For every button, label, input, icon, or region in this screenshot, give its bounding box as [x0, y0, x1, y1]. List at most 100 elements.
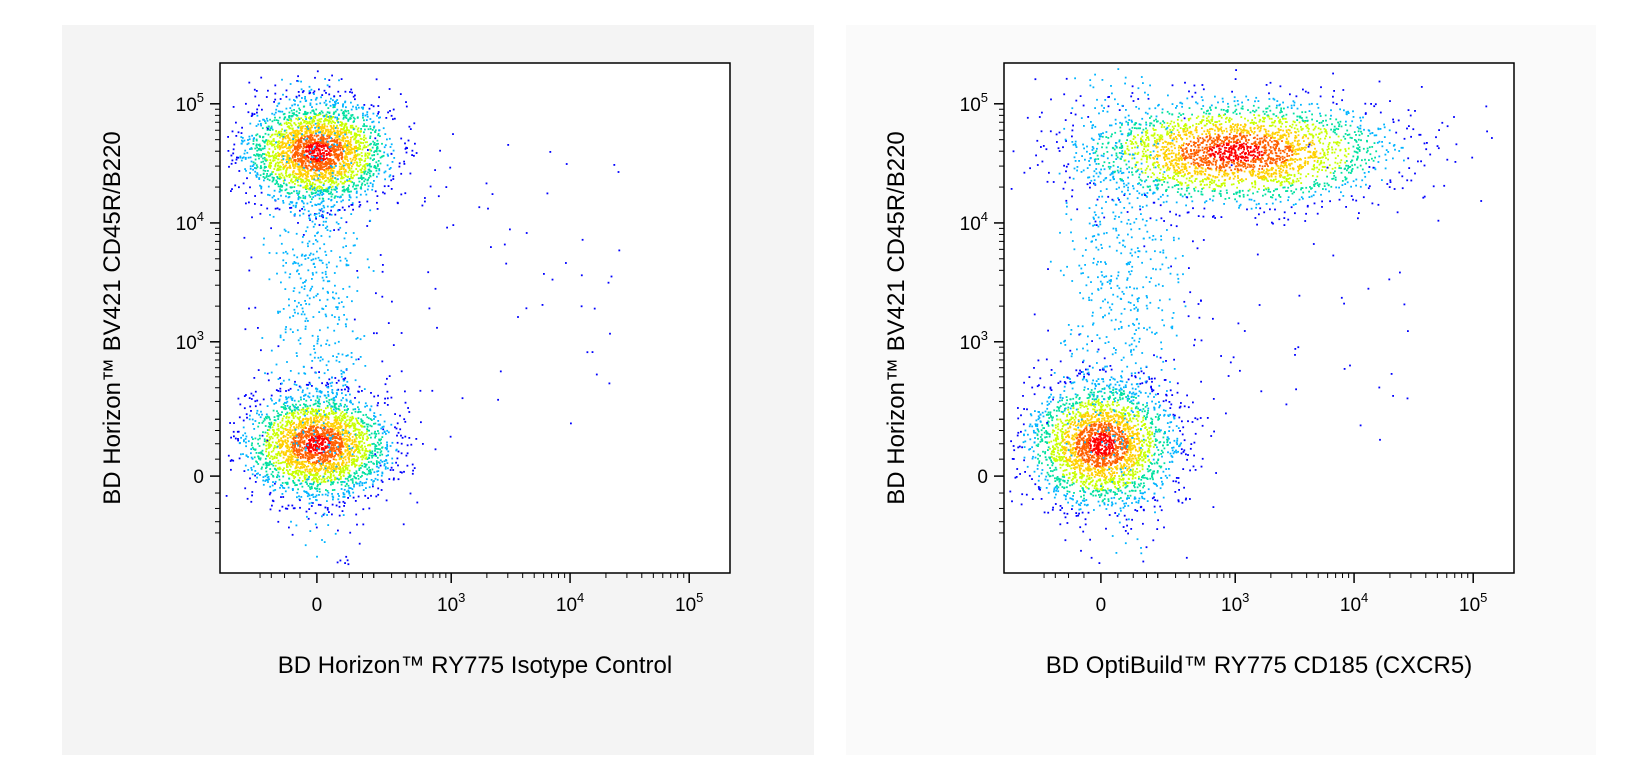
data-point: [338, 505, 341, 508]
data-point: [285, 152, 288, 155]
data-point: [243, 439, 245, 442]
data-point: [336, 136, 339, 139]
data-point: [309, 145, 311, 148]
data-point: [293, 176, 296, 179]
data-point: [272, 151, 274, 154]
data-point: [337, 102, 339, 104]
data-point: [273, 446, 276, 449]
data-point: [371, 154, 374, 157]
data-point: [313, 150, 316, 152]
data-point: [323, 411, 325, 414]
data-point: [287, 135, 290, 138]
data-point: [355, 190, 358, 193]
data-point: [268, 422, 271, 424]
data-point: [305, 131, 308, 133]
data-point: [254, 147, 257, 150]
data-point: [291, 173, 294, 176]
data-point: [329, 169, 332, 172]
data-point: [294, 165, 297, 167]
data-point: [333, 450, 335, 452]
data-point: [327, 421, 330, 423]
data-point: [361, 420, 364, 422]
data-point: [377, 394, 379, 397]
data-point: [304, 411, 307, 413]
data-point: [359, 187, 362, 190]
data-point: [319, 504, 322, 506]
data-point: [403, 470, 405, 473]
data-point: [384, 466, 387, 468]
data-point: [341, 415, 344, 418]
data-point: [344, 109, 347, 112]
data-point: [309, 425, 312, 428]
data-point: [348, 184, 350, 187]
data-point: [348, 440, 351, 442]
data-point: [346, 149, 349, 151]
data-point: [348, 491, 350, 493]
data-point: [312, 138, 315, 141]
data-point: [350, 133, 353, 135]
data-point: [288, 116, 290, 118]
data-point: [318, 490, 321, 493]
data-point: [365, 163, 368, 165]
data-point: [262, 169, 265, 172]
data-point: [325, 414, 328, 417]
data-point: [364, 159, 366, 162]
data-point: [315, 141, 318, 144]
data-point: [272, 424, 275, 426]
data-point: [355, 157, 358, 160]
data-point: [243, 152, 246, 155]
data-point: [424, 197, 426, 199]
data-point: [315, 494, 318, 497]
data-point: [254, 195, 256, 197]
data-point: [358, 469, 361, 471]
data-point: [289, 453, 291, 456]
data-point: [332, 113, 335, 115]
data-point: [411, 472, 414, 475]
data-point: [320, 181, 323, 184]
data-point: [287, 389, 290, 392]
data-point: [332, 181, 334, 184]
data-point: [340, 448, 342, 451]
data-point: [280, 496, 282, 498]
data-point: [312, 461, 314, 464]
data-point: [304, 177, 307, 180]
data-point: [306, 141, 308, 144]
data-point: [343, 170, 346, 173]
data-point: [251, 446, 254, 449]
data-point: [288, 126, 290, 128]
data-point: [252, 423, 254, 425]
data-point: [295, 449, 298, 452]
data-point: [289, 408, 291, 411]
data-point: [298, 124, 301, 127]
data-point: [315, 477, 317, 479]
data-point: [366, 425, 369, 428]
data-point: [287, 122, 290, 124]
data-point: [306, 167, 309, 170]
data-point: [255, 176, 258, 178]
data-point: [291, 455, 294, 458]
data-point: [379, 448, 381, 451]
data-point: [281, 138, 284, 141]
data-point: [366, 458, 369, 460]
data-point: [303, 477, 306, 480]
data-point: [294, 130, 296, 133]
data-point: [365, 193, 368, 196]
data-point: [337, 467, 340, 470]
data-point: [349, 437, 351, 440]
data-point: [298, 176, 300, 178]
data-point: [363, 144, 366, 147]
data-point: [263, 438, 266, 441]
data-point: [328, 440, 330, 443]
data-point: [336, 433, 339, 435]
data-point: [389, 174, 392, 177]
data-point: [314, 464, 317, 466]
data-point: [330, 412, 333, 415]
data-point: [317, 436, 319, 439]
data-point: [292, 405, 295, 407]
data-point: [262, 160, 265, 163]
data-point: [371, 483, 374, 486]
data-point: [247, 139, 249, 141]
data-point: [359, 193, 362, 196]
data-point: [391, 161, 394, 163]
data-point: [308, 428, 311, 431]
